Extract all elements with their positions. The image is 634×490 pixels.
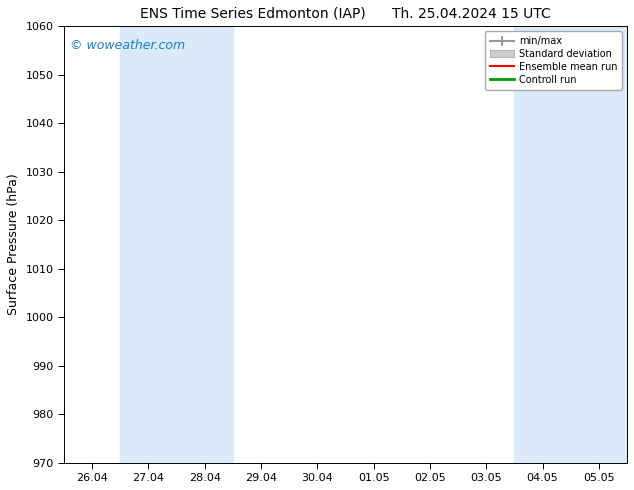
Y-axis label: Surface Pressure (hPa): Surface Pressure (hPa) (7, 173, 20, 316)
Bar (120, 26, 233, 463)
Text: © woweather.com: © woweather.com (70, 39, 184, 52)
Title: ENS Time Series Edmonton (IAP)      Th. 25.04.2024 15 UTC: ENS Time Series Edmonton (IAP) Th. 25.04… (140, 7, 551, 21)
Bar (514, 26, 627, 463)
Legend: min/max, Standard deviation, Ensemble mean run, Controll run: min/max, Standard deviation, Ensemble me… (485, 31, 622, 90)
